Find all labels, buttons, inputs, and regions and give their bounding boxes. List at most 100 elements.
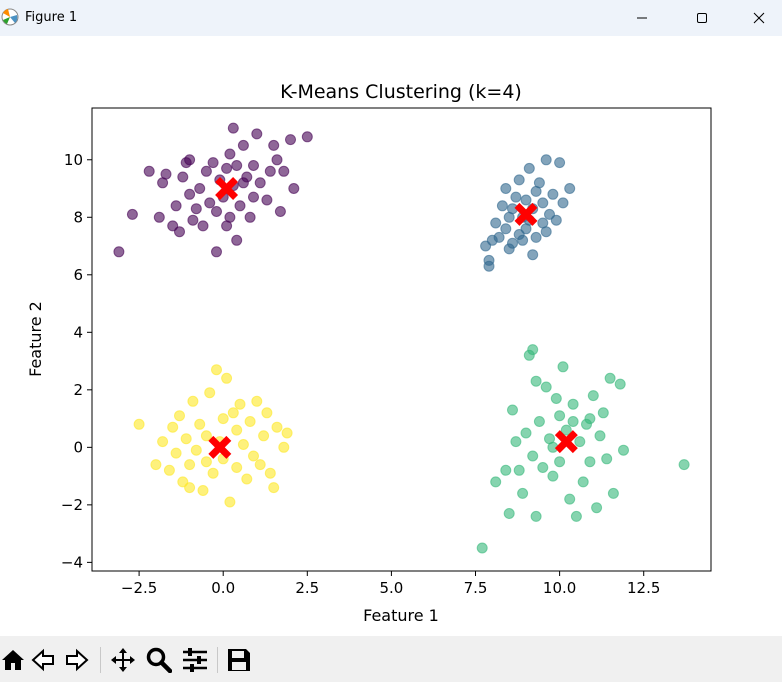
data-point-cluster-2 [567, 398, 579, 410]
data-point-cluster-1 [527, 249, 539, 261]
data-point-cluster-3 [133, 418, 145, 430]
data-point-cluster-3 [221, 372, 233, 384]
close-button[interactable] [736, 0, 782, 36]
data-point-cluster-3 [180, 433, 192, 445]
save-button[interactable] [226, 647, 252, 673]
data-point-cluster-1 [507, 237, 518, 249]
data-point-cluster-3 [264, 467, 276, 479]
y-tick-label: 8 [73, 208, 83, 226]
pan-icon [111, 648, 135, 672]
data-point-cluster-0 [204, 197, 216, 209]
data-point-cluster-3 [254, 459, 266, 471]
data-point-cluster-3 [167, 421, 179, 433]
data-point-cluster-2 [618, 444, 629, 456]
data-point-cluster-3 [261, 407, 273, 419]
data-point-cluster-3 [207, 467, 219, 479]
data-point-cluster-1 [483, 254, 495, 266]
data-point-cluster-2 [587, 390, 599, 402]
y-tick-label: 0 [73, 438, 83, 456]
data-point-cluster-2 [554, 456, 566, 468]
data-point-cluster-2 [540, 381, 552, 393]
back-button[interactable] [30, 647, 56, 673]
data-point-cluster-3 [271, 421, 283, 433]
data-point-cluster-2 [503, 508, 515, 519]
y-tick-label: −2 [61, 496, 83, 514]
data-point-cluster-0 [227, 122, 239, 134]
zoom-button[interactable] [146, 647, 172, 673]
chart-title: K-Means Clustering (k=4) [280, 81, 522, 103]
data-point-cluster-3 [268, 482, 280, 494]
minimize-button[interactable] [619, 0, 665, 36]
data-point-cluster-0 [153, 211, 165, 223]
data-point-cluster-1 [550, 214, 562, 226]
data-point-cluster-1 [496, 200, 508, 212]
data-point-cluster-2 [510, 436, 522, 448]
data-point-cluster-2 [527, 450, 539, 462]
y-axis: −4 −2 0 2 4 6 8 10 [61, 151, 92, 571]
home-button[interactable] [0, 647, 26, 673]
data-point-cluster-2 [527, 344, 539, 356]
x-tick-label: 12.5 [627, 579, 660, 597]
data-point-cluster-0 [187, 214, 199, 226]
data-point-cluster-2 [537, 462, 549, 473]
centroid-marker [208, 435, 232, 459]
data-point-cluster-0 [207, 157, 219, 169]
data-point-cluster-3 [184, 459, 196, 471]
data-point-cluster-3 [170, 447, 182, 459]
data-point-cluster-3 [190, 444, 202, 456]
data-point-cluster-0 [194, 183, 206, 194]
data-point-cluster-3 [231, 462, 243, 473]
data-point-cluster-3 [217, 413, 229, 425]
data-point-cluster-1 [513, 174, 525, 186]
data-point-cluster-2 [476, 542, 488, 554]
x-tick-label: 2.5 [295, 579, 319, 597]
data-point-cluster-3 [251, 395, 263, 407]
data-point-cluster-0 [254, 177, 266, 189]
data-point-cluster-1 [490, 217, 502, 229]
data-point-cluster-0 [237, 139, 249, 151]
data-point-cluster-0 [251, 128, 263, 140]
data-point-cluster-3 [174, 410, 185, 422]
x-tick-label: 5.0 [379, 579, 403, 597]
data-point-cluster-2 [560, 424, 572, 436]
zoom-icon [146, 647, 172, 673]
data-point-cluster-1 [554, 157, 566, 169]
data-point-cluster-0 [143, 165, 155, 177]
data-point-cluster-0 [231, 160, 243, 171]
data-point-cluster-3 [241, 473, 253, 485]
data-point-cluster-2 [557, 361, 569, 373]
data-point-cluster-2 [547, 470, 559, 482]
data-point-cluster-0 [113, 246, 125, 258]
data-point-cluster-3 [184, 482, 196, 494]
data-point-cluster-3 [194, 418, 206, 430]
data-point-cluster-0 [174, 226, 185, 238]
data-point-cluster-1 [500, 183, 512, 194]
scatter-chart: K-Means Clustering (k=4) −2.5 0.0 2.5 5.0 7.… [26, 81, 712, 625]
data-point-cluster-0 [197, 220, 209, 232]
data-point-cluster-1 [500, 223, 512, 235]
data-point-cluster-3 [224, 496, 236, 508]
configure-subplots-button[interactable] [182, 647, 208, 673]
save-icon [228, 649, 250, 671]
data-point-cluster-2 [614, 378, 626, 390]
y-tick-label: 6 [73, 266, 83, 284]
data-point-cluster-1 [523, 162, 535, 174]
data-point-cluster-1 [493, 231, 505, 243]
data-point-cluster-2 [520, 427, 532, 439]
forward-button[interactable] [64, 647, 90, 673]
data-point-cluster-0 [301, 131, 313, 143]
x-tick-label: −2.5 [121, 579, 157, 597]
data-point-cluster-0 [221, 162, 233, 174]
data-point-cluster-1 [520, 194, 532, 206]
data-point-cluster-1 [540, 154, 552, 166]
pan-button[interactable] [110, 647, 136, 673]
data-point-cluster-1 [503, 211, 515, 223]
data-point-cluster-2 [550, 393, 562, 404]
maximize-button[interactable] [679, 0, 725, 36]
data-point-cluster-2 [594, 430, 606, 442]
data-point-cluster-0 [248, 191, 259, 203]
data-point-cluster-3 [227, 407, 239, 419]
x-tick-label: 0.0 [211, 579, 235, 597]
data-point-cluster-2 [574, 436, 586, 448]
data-point-cluster-1 [557, 197, 569, 209]
